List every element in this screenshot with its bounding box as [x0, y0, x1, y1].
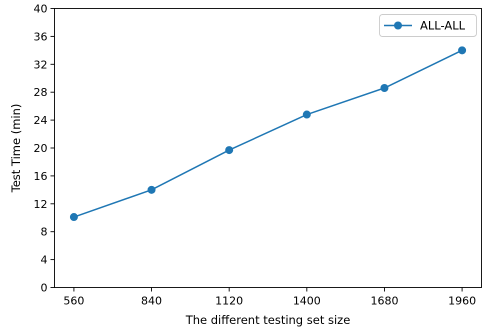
y-tick-label: 40 — [34, 3, 48, 16]
x-tick-label: 1680 — [370, 295, 398, 308]
legend-box — [379, 14, 477, 37]
data-point — [147, 185, 156, 194]
y-tick-label: 8 — [41, 226, 48, 239]
y-tick-label: 24 — [34, 114, 48, 127]
x-tick-label: 1960 — [448, 295, 476, 308]
y-tick-label: 36 — [34, 30, 48, 43]
y-axis: 0 4 8 12 16 20 24 28 32 36 40 — [34, 3, 55, 295]
plot-frame — [54, 8, 482, 288]
y-tick-label: 4 — [41, 254, 48, 267]
y-tick-label: 12 — [34, 198, 48, 211]
y-tick-label: 16 — [34, 170, 48, 183]
data-point — [458, 46, 467, 55]
legend-label: ALL-ALL — [420, 19, 466, 33]
x-tick-label: 1400 — [293, 295, 321, 308]
x-axis: 560 840 1120 1400 1680 1960 — [63, 287, 476, 308]
x-tick-label: 1120 — [215, 295, 243, 308]
series-layer — [69, 46, 467, 222]
y-tick-label: 0 — [41, 282, 48, 295]
data-point — [302, 110, 311, 119]
data-point — [225, 146, 234, 155]
data-point — [380, 84, 389, 93]
x-tick-label: 840 — [141, 295, 162, 308]
y-axis-label: Test Time (min) — [9, 104, 23, 194]
legend: ALL-ALL — [379, 14, 477, 37]
y-tick-label: 32 — [34, 58, 48, 71]
series-line — [73, 49, 463, 218]
y-tick-label: 28 — [34, 86, 48, 99]
data-point — [69, 213, 78, 222]
x-tick-label: 560 — [63, 295, 84, 308]
y-tick-label: 20 — [34, 142, 48, 155]
x-axis-label: The different testing set size — [185, 313, 351, 327]
legend-marker — [394, 21, 402, 30]
